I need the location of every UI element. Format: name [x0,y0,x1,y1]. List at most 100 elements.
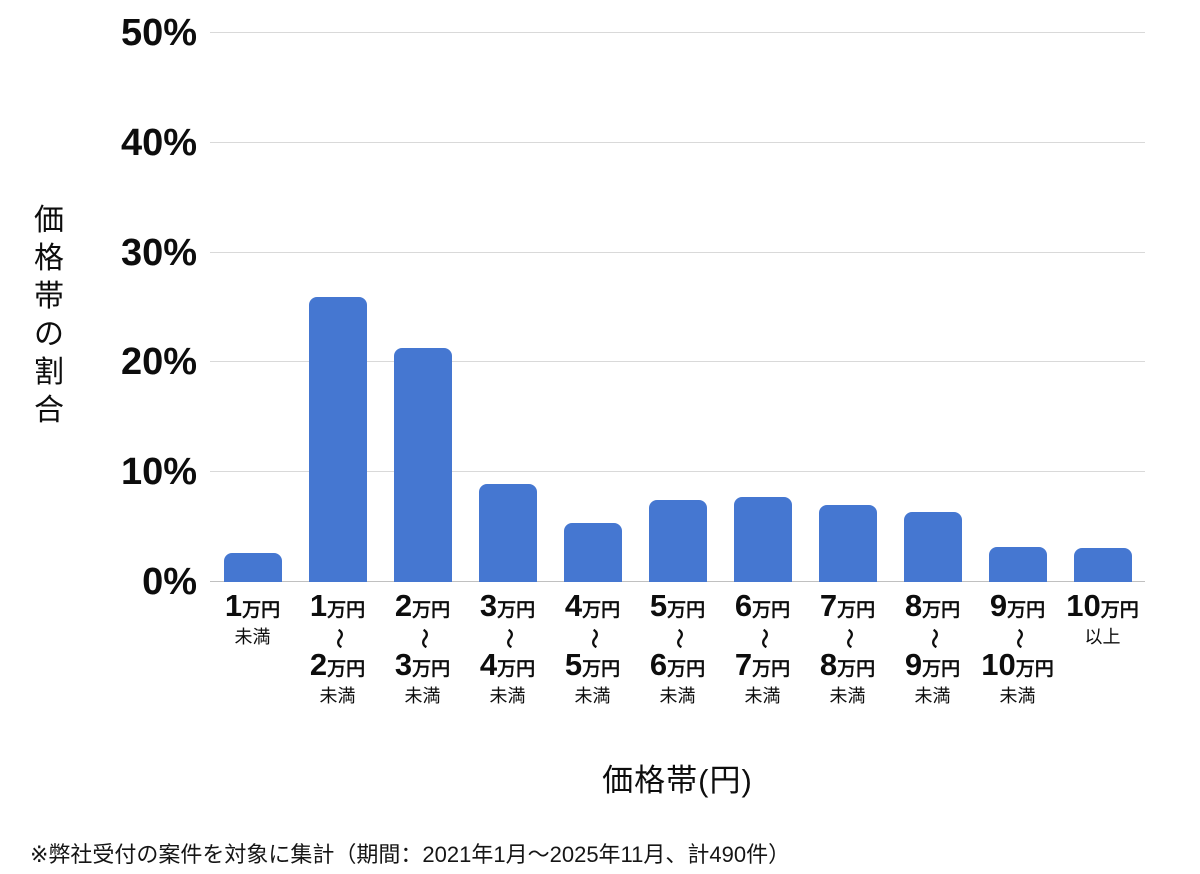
x-tick-unit: 万円 [327,600,366,621]
x-tick-number: 1 [309,588,328,623]
bar-band [975,546,1060,582]
bar-8 [818,505,877,582]
x-tick-suffix: 未満 [319,686,356,706]
x-tick-unit: 万円 [667,600,706,621]
x-tick-unit: 万円 [1100,600,1139,621]
x-tick-number: 9 [904,647,923,682]
tilde-range-glyph: 〜 [412,628,434,649]
bar-band [295,296,380,582]
x-tick-label: 2万円〜 3万円 未満 [380,590,465,708]
tilde-range-glyph: 〜 [752,628,774,649]
x-tick-unit: 万円 [752,659,791,680]
y-tick-label: 50% [120,12,197,54]
bar-6 [648,499,707,582]
x-tick-number: 3 [479,588,498,623]
x-tick-suffix: 未満 [659,686,696,706]
x-tick-suffix: 未満 [489,686,526,706]
x-axis-ticks: 1万円 未満 1万円〜 2万円 未満 2万円〜 3万円 未満 3万円〜 4万円 未満 4万円〜 5万円未… [210,590,1145,708]
x-tick-suffix: 未満 [404,686,441,706]
x-tick-number: 9 [989,588,1008,623]
x-tick-label: 8万円〜 9万円 未満 [890,590,975,708]
x-tick-number: 2 [309,647,328,682]
x-tick-number: 5 [564,647,583,682]
x-tick-label: 1万円 未満 [210,590,295,708]
x-tick-number: 3 [394,647,413,682]
y-tick-label: 0% [142,561,197,603]
y-tick-label: 30% [120,231,197,274]
bar-7 [733,497,792,582]
x-tick-label: 3万円〜 4万円 未満 [465,590,550,708]
x-tick-unit: 万円 [837,659,876,680]
bar-band [210,553,295,582]
y-axis-title: 価格帯の割合 [30,202,68,430]
x-tick-suffix: 未満 [744,686,781,706]
x-tick-label: 10万円 以上 [1060,590,1145,708]
bar-1 [223,553,282,582]
y-axis-title-char: 割 [34,356,64,389]
x-tick-number: 6 [734,588,753,623]
x-tick-unit: 万円 [412,659,451,680]
bar-3 [393,348,452,582]
bar-2 [308,296,367,582]
x-axis-title: 価格帯(円) [602,763,753,798]
x-tick-suffix: 未満 [829,686,866,706]
tilde-range-glyph: 〜 [1007,628,1029,649]
y-tick-label: 10% [120,451,197,494]
y-axis-title-char: 価 [34,204,64,237]
tilde-range-glyph: 〜 [837,628,859,649]
bar-band [380,348,465,582]
x-tick-unit: 万円 [582,659,621,680]
x-tick-unit: 万円 [667,659,706,680]
bars [210,33,1145,582]
x-tick-label: 5万円〜 6万円 未満 [635,590,720,708]
x-tick-label: 6万円〜 7万円 未満 [720,590,805,708]
x-tick-suffix: 以上 [1084,627,1121,647]
gridline [210,32,1145,33]
tilde-range-glyph: 〜 [922,628,944,649]
bar-band [805,505,890,582]
x-tick-label: 4万円〜 5万円 未満 [550,590,635,708]
gridline [210,361,1145,363]
tilde-range-glyph: 〜 [667,628,689,649]
gridline [210,471,1145,473]
x-tick-suffix: 未満 [234,627,271,647]
x-tick-unit: 万円 [412,600,451,621]
y-axis-title-char: 帯 [34,280,64,313]
tilde-range-glyph: 〜 [327,628,349,649]
y-tick-label: 20% [120,341,197,384]
x-tick-number: 5 [649,588,668,623]
x-tick-unit: 万円 [922,659,961,680]
x-tick-number: 8 [819,647,838,682]
bar-11 [1073,547,1132,582]
y-axis-title-char: の [34,318,64,351]
tilde-range-glyph: 〜 [497,628,519,649]
footnote: ※弊社受付の案件を対象に集計（期間：2021年1月～2025年11月、計490件… [30,842,791,867]
x-tick-unit: 万円 [922,600,961,621]
plot-area [210,32,1145,582]
bar-band [465,484,550,582]
x-tick-unit: 万円 [242,600,281,621]
x-tick-suffix: 未満 [914,686,951,706]
x-tick-number: 7 [819,588,838,623]
y-tick-label: 40% [120,121,197,164]
bar-band [550,522,635,582]
gridline [210,251,1145,253]
x-tick-suffix: 未満 [574,686,611,706]
x-tick-unit: 万円 [1015,659,1054,680]
y-axis-title-char: 合 [34,394,64,427]
bar-band [1060,547,1145,582]
x-tick-unit: 万円 [1007,600,1046,621]
bar-band [890,511,975,582]
x-tick-label: 7万円〜 8万円 未満 [805,590,890,708]
y-axis-title-char: 格 [34,242,64,275]
x-tick-number: 8 [904,588,923,623]
x-tick-unit: 万円 [497,659,536,680]
x-tick-number: 4 [564,588,583,623]
bar-9 [903,511,962,582]
x-tick-label: 9万円〜 10万円 未満 [975,590,1060,708]
x-tick-number: 6 [649,647,668,682]
bar-4 [478,484,537,582]
bar-10 [988,546,1047,582]
x-tick-number: 10 [981,647,1016,682]
x-tick-unit: 万円 [497,600,536,621]
